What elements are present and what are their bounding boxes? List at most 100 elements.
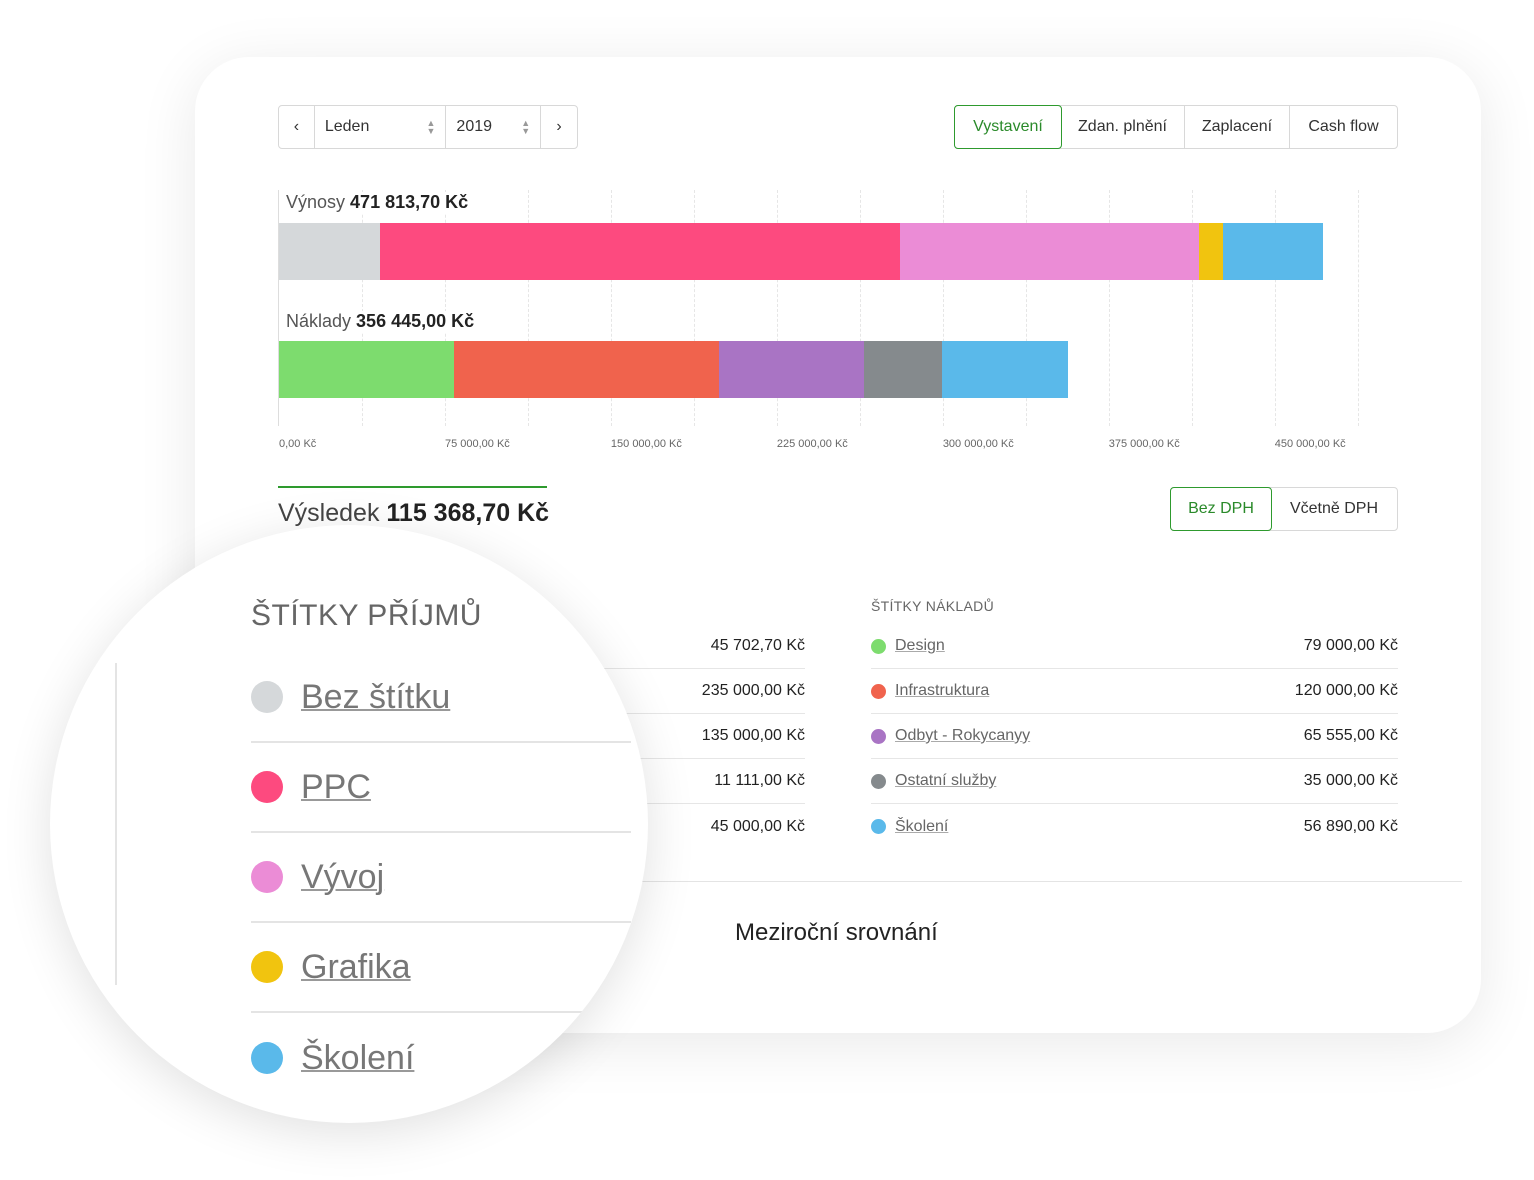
costs-bar-segment[interactable]	[453, 341, 720, 398]
magnified-income-tag-row: Bez štítku	[251, 653, 631, 743]
costs-title: Náklady	[286, 311, 352, 331]
magnified-income-tag-link[interactable]: Grafika	[301, 947, 411, 986]
cost-tag-row: Odbyt - Rokycanyy 65 555,00 Kč	[871, 714, 1398, 759]
income-tag-value: 11 111,00 Kč	[714, 772, 805, 789]
next-month-button[interactable]: ›	[541, 106, 577, 148]
x-tick-label: 150 000,00 Kč	[610, 438, 682, 450]
cost-tag-value: 35 000,00 Kč	[1303, 772, 1398, 789]
cost-tag-value: 56 890,00 Kč	[1303, 817, 1398, 835]
cost-tag-row: Školení 56 890,00 Kč	[871, 804, 1398, 849]
chevron-left-icon: ‹	[293, 118, 300, 135]
view-tabs: Vystavení Zdan. plnění Zaplacení Cash fl…	[954, 105, 1398, 149]
costs-total: 356 445,00 Kč	[356, 311, 475, 331]
tab-cash-flow[interactable]: Cash flow	[1308, 118, 1379, 135]
cost-tag-row: Design 79 000,00 Kč	[871, 624, 1398, 669]
income-tag-value: 45 000,00 Kč	[710, 817, 805, 835]
costs-bar-segment[interactable]	[279, 341, 454, 398]
cost-tag-link[interactable]: Odbyt - Rokycanyy	[895, 727, 1031, 744]
magnified-income-tag-link[interactable]: Bez štítku	[301, 677, 451, 716]
gridline	[942, 190, 944, 426]
sort-arrows-icon: ▲ ▼	[521, 118, 531, 136]
costs-bar-segment[interactable]	[941, 341, 1068, 398]
tag-color-dot-icon	[871, 683, 886, 699]
tag-color-dot-icon	[251, 681, 283, 713]
month-value: Leden	[324, 118, 370, 135]
tab-bez-dph[interactable]: Bez DPH	[1170, 487, 1272, 531]
magnified-income-tag-row: Vývoj	[251, 833, 631, 923]
costs-bar-segment[interactable]	[864, 341, 942, 398]
cost-tag-link[interactable]: Školení	[895, 817, 949, 835]
income-tag-value: 135 000,00 Kč	[701, 727, 805, 744]
magnified-income-tag-link[interactable]: PPC	[301, 767, 371, 806]
result-underline	[278, 486, 547, 488]
chevron-right-icon: ›	[556, 118, 562, 135]
magnified-income-tag-row: Grafika	[251, 923, 631, 1013]
revenue-label: Výnosy 471 813,70 Kč	[286, 192, 477, 213]
x-tick-label: 300 000,00 Kč	[942, 438, 1014, 450]
gridline	[1025, 190, 1027, 426]
gridline	[361, 190, 363, 426]
magnified-income-tag-row: PPC	[251, 743, 631, 833]
magnified-income-tag-link[interactable]: Školení	[301, 1038, 415, 1077]
gridline	[1108, 190, 1110, 426]
revenue-bar-segment[interactable]	[279, 223, 381, 280]
cost-tag-value: 65 555,00 Kč	[1303, 727, 1398, 744]
tag-color-dot-icon	[251, 951, 283, 983]
result-value: 115 368,70 Kč	[386, 499, 550, 527]
cost-tag-row: Ostatní služby 35 000,00 Kč	[871, 759, 1398, 804]
revenue-bar-segment[interactable]	[1198, 223, 1224, 280]
x-tick-label: 375 000,00 Kč	[1108, 438, 1180, 450]
revenue-total: 471 813,70 Kč	[350, 192, 469, 212]
income-tags-title: ŠTÍTKY PŘÍJMŮ	[251, 599, 482, 632]
tag-color-dot-icon	[251, 861, 283, 893]
card-edge	[115, 663, 117, 985]
gridline	[1357, 190, 1359, 426]
costs-bar-segment[interactable]	[719, 341, 865, 398]
tag-color-dot-icon	[251, 771, 283, 803]
cost-tag-link[interactable]: Infrastruktura	[895, 682, 990, 699]
year-value: 2019	[456, 118, 493, 135]
cost-tag-value: 120 000,00 Kč	[1294, 682, 1398, 699]
magnifier-income-tags: ŠTÍTKY PŘÍJMŮ Bez štítku PPC Vývoj Grafika Š…	[50, 525, 648, 1123]
gridline	[610, 190, 612, 426]
cost-tag-link[interactable]: Ostatní služby	[895, 772, 997, 789]
income-tag-value: 235 000,00 Kč	[701, 682, 805, 699]
comparison-title: Meziroční srovnání	[735, 919, 938, 946]
tab-vcetne-dph[interactable]: Včetně DPH	[1289, 500, 1379, 517]
sort-arrows-icon: ▲ ▼	[426, 118, 436, 136]
x-tick-label: 225 000,00 Kč	[776, 438, 848, 450]
costs-label: Náklady 356 445,00 Kč	[286, 311, 483, 332]
tag-color-dot-icon	[871, 819, 886, 834]
revenue-bar-segment[interactable]	[900, 223, 1199, 280]
gridline	[859, 190, 861, 426]
tab-zaplaceni[interactable]: Zaplacení	[1185, 106, 1290, 148]
magnified-income-tag-link[interactable]: Vývoj	[301, 857, 385, 896]
gridline	[1191, 190, 1193, 426]
cost-tag-link[interactable]: Design	[895, 637, 945, 654]
gridline	[1274, 190, 1276, 426]
tab-vystaveni[interactable]: Vystavení	[954, 105, 1062, 149]
result-label: Výsledek	[278, 499, 380, 527]
magnified-income-tag-row: Školení	[251, 1013, 631, 1103]
prev-month-button[interactable]: ‹	[279, 106, 315, 148]
cost-tag-value: 79 000,00 Kč	[1303, 637, 1398, 654]
gridline	[693, 190, 695, 426]
income-tag-value: 45 702,70 Kč	[710, 637, 805, 654]
gridline	[776, 190, 778, 426]
period-selector: ‹ Leden ▲ ▼ 2019 ▲ ▼ ›	[278, 105, 578, 149]
cost-tag-row: Infrastruktura 120 000,00 Kč	[871, 669, 1398, 714]
tag-color-dot-icon	[871, 728, 886, 744]
tag-color-dot-icon	[251, 1042, 283, 1074]
tab-zdan-plneni[interactable]: Zdan. plnění	[1061, 106, 1185, 148]
tag-color-dot-icon	[871, 773, 886, 789]
gridline	[444, 190, 446, 426]
month-select[interactable]: Leden ▲ ▼	[315, 106, 447, 148]
y-axis-line	[278, 190, 279, 426]
revenue-bar-segment[interactable]	[1223, 223, 1323, 280]
revenue-bar-segment[interactable]	[380, 223, 901, 280]
tag-color-dot-icon	[871, 638, 886, 654]
year-select[interactable]: 2019 ▲ ▼	[446, 106, 542, 148]
revenue-title: Výnosy	[286, 192, 346, 212]
x-tick-label: 0,00 Kč	[279, 438, 317, 450]
cost-tags-title: ŠTÍTKY NÁKLADŮ	[871, 598, 994, 614]
